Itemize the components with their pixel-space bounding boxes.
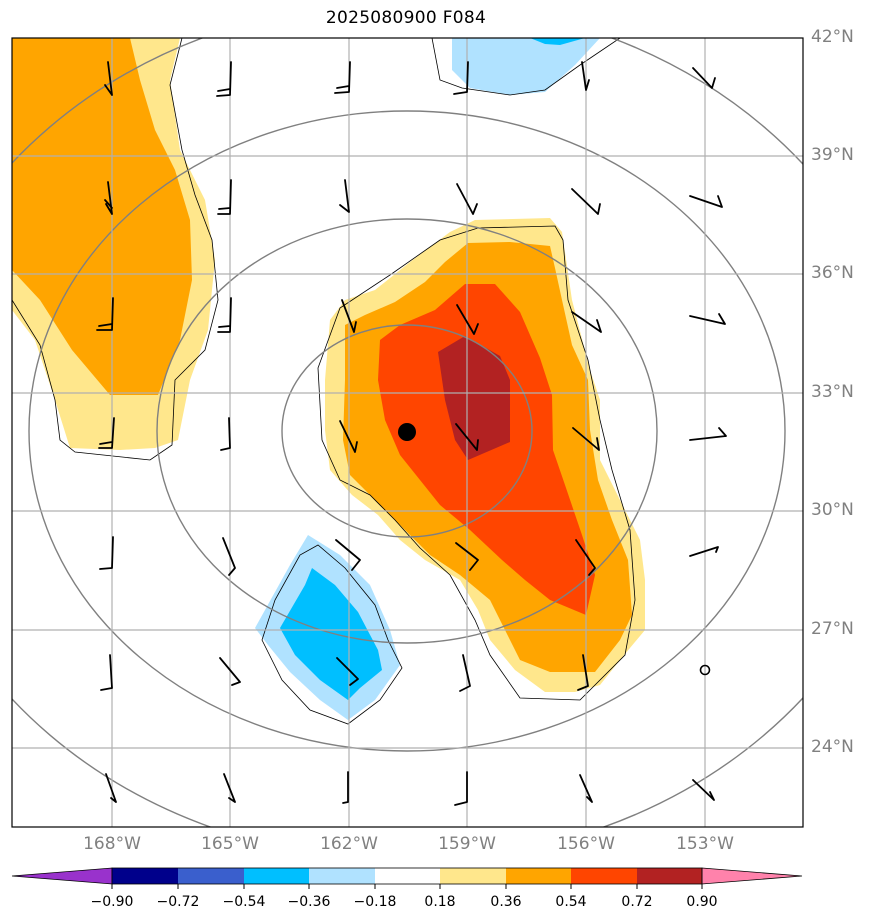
colorbar-tick-label: 0.54 [555, 894, 587, 910]
wind-barb [689, 427, 727, 441]
wind-barb [104, 61, 113, 96]
wind-barb [335, 539, 361, 571]
lat-label: 39°N [811, 145, 854, 165]
colorbar-extend-low [11, 867, 113, 885]
wind-barb [99, 536, 114, 570]
wind-barb [216, 61, 232, 97]
wind-barb [96, 297, 114, 331]
lon-label: 159°W [438, 834, 496, 854]
chart-title: 2025080900 F084 [325, 8, 487, 28]
range-ring-1 [281, 324, 533, 538]
wind-barb [105, 773, 117, 803]
colorbar-tick-label: 0.90 [686, 894, 718, 910]
wind-barb [581, 61, 590, 91]
colorbar-tick-label: 0.18 [424, 894, 456, 910]
range-ring-2 [156, 218, 658, 644]
wind-barb [579, 774, 593, 803]
colorbar-tick-label: −0.72 [156, 894, 200, 910]
wind-barb [217, 297, 232, 333]
negative-anomaly-top [530, 38, 585, 45]
filled-contours [12, 38, 645, 720]
colorbar-extend-high [701, 867, 803, 885]
lon-label: 153°W [676, 834, 734, 854]
lat-label: 36°N [811, 263, 854, 283]
lon-label: 165°W [201, 834, 259, 854]
wind-barb [572, 427, 600, 451]
wind-barb [577, 654, 589, 691]
wind-barb [571, 311, 602, 333]
map-plot-area [12, 38, 803, 827]
positive-anomaly-orange-nw [12, 38, 192, 395]
wind-barb [98, 417, 115, 449]
wind-barb [334, 61, 351, 94]
wind-barb [341, 299, 357, 333]
range-rings [12, 38, 803, 827]
wind-barb [454, 771, 468, 806]
lat-label: 24°N [811, 737, 854, 757]
wind-barb [455, 423, 479, 451]
lon-label: 156°W [557, 834, 615, 854]
wind-barb [689, 195, 723, 208]
wind-barb [222, 537, 236, 576]
wind-barb [455, 542, 479, 571]
colorbar-tick-label: 0.72 [621, 894, 653, 910]
colorbar-tick-label: −0.18 [353, 894, 397, 910]
wind-barbs [96, 61, 727, 806]
wind-barb [459, 654, 471, 692]
lat-label: 30°N [811, 500, 854, 520]
colorbar-tick-label: −0.36 [287, 894, 331, 910]
wind-barb [100, 654, 113, 691]
wind-barb [339, 179, 350, 213]
colorbar-tick-label: 0.36 [490, 894, 522, 910]
wind-barb [336, 657, 359, 686]
plot-frame [11, 37, 804, 828]
positive-anomaly-dark-center [438, 336, 510, 460]
wind-barb [104, 181, 113, 215]
storm-center-marker [398, 423, 416, 441]
wind-barb [692, 67, 716, 89]
lon-label: 168°W [83, 834, 141, 854]
lat-lon-grid [12, 38, 803, 827]
colorbar-tick-label: −0.90 [90, 894, 134, 910]
colorbar-tick-label: −0.54 [222, 894, 266, 910]
lat-label: 42°N [811, 27, 854, 47]
wind-barb [219, 657, 241, 686]
negative-anomaly-light-top [452, 38, 600, 95]
wind-barb [689, 546, 719, 557]
wind-barb [692, 779, 715, 801]
lat-label: 27°N [811, 619, 854, 639]
calm-wind-marker [699, 664, 711, 676]
lat-label: 33°N [811, 382, 854, 402]
wind-barb [217, 179, 232, 215]
wind-barb [220, 417, 231, 451]
wind-barb [571, 188, 601, 215]
wind-barb [339, 420, 358, 453]
colorbar [11, 867, 803, 889]
wind-barb [342, 771, 349, 804]
wind-barb [575, 539, 596, 576]
wind-barb [689, 313, 726, 325]
lon-label: 162°W [320, 834, 378, 854]
wind-barb [456, 183, 478, 215]
wind-barb [453, 61, 469, 95]
wind-barb [456, 304, 479, 335]
wind-barb [223, 773, 236, 803]
range-ring-3 [28, 110, 786, 752]
negative-anomaly-sw [280, 568, 382, 700]
